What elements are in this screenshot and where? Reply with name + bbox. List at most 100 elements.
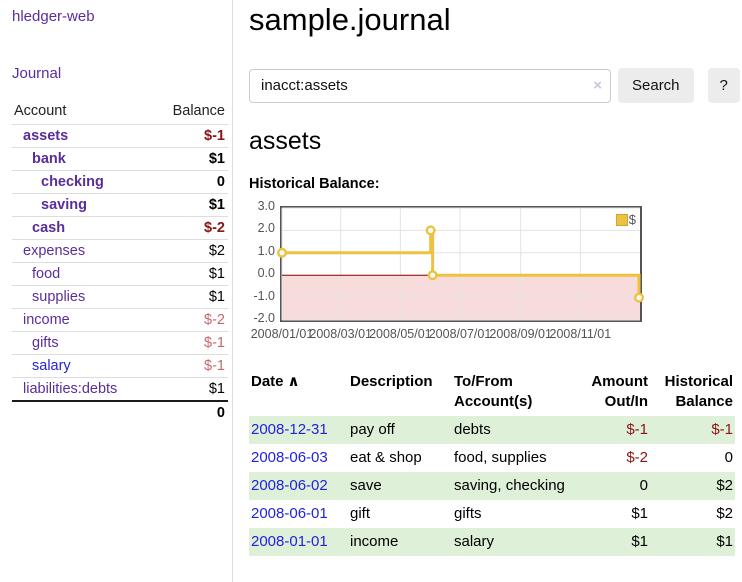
y-tick-label: 3.0 [257,199,275,213]
account-balance: 0 [152,170,228,194]
y-tick-label: -1.0 [253,288,275,303]
register-date-link[interactable]: 2008-06-01 [251,505,328,522]
balance-chart-svg [277,207,645,321]
search-form: × Search ? [249,68,740,103]
app-brand-link[interactable]: hledger-web [12,8,95,25]
register-date-link[interactable]: 2008-06-02 [251,477,328,494]
register-description-cell: income [350,533,399,550]
account-row: bank $1 [12,147,228,171]
legend-series-label: $ [628,212,636,227]
register-description-cell: save [350,477,382,494]
account-link[interactable]: income [23,312,70,328]
search-button[interactable]: Search [618,68,694,103]
x-tick-label: 2008/01/01 [250,327,314,341]
account-cell: saving [12,193,153,217]
account-row: checking 0 [12,170,228,194]
account-row: cash $-2 [12,216,228,240]
legend-swatch-icon [615,213,628,226]
account-cell: bank [12,147,153,171]
account-balance: $1 [152,377,228,401]
register-table: Date ∧ Description To/From Account(s) Amo… [249,370,735,556]
y-tick-label: 1.0 [257,243,275,258]
register-date-link[interactable]: 2008-12-31 [251,421,328,438]
register-header-date[interactable]: Date ∧ [251,373,300,390]
account-link[interactable]: food [32,266,61,282]
account-cell: liabilities:debts [12,377,153,401]
account-link[interactable]: salary [32,358,71,374]
account-section-title: assets [249,127,322,155]
register-row: 2008-12-31 pay off debts $-1 $-1 [249,416,735,444]
historical-balance-chart: $ 3.0 2.0 1.0 0.0 -1.0 -2.0 2008/01/01 2008/03/… [249,199,734,348]
register-header-description: Description [350,373,433,390]
accounts-total-spacer [12,400,153,424]
account-balance: $-1 [152,124,228,148]
account-cell: cash [12,216,153,240]
sidebar: hledger-web Journal Account Balance asse… [0,0,233,582]
register-amount-cell: $-2 [626,449,648,466]
register-date-cell: 2008-01-01 [249,528,348,556]
register-accounts-cell: salary [454,533,495,550]
chart-plot-area: $ [277,206,645,322]
register-balance-cell: 0 [724,449,733,466]
account-cell: salary [12,354,153,378]
account-link[interactable]: bank [32,151,66,167]
register-date-link[interactable]: 2008-01-01 [251,533,328,550]
register-description-cell: pay off [350,421,395,438]
account-link[interactable]: liabilities:debts [23,381,118,397]
register-amount-cell: 0 [639,477,648,494]
sort-asc-icon: ∧ [287,373,300,390]
account-balance: $1 [152,193,228,217]
clear-search-icon[interactable]: × [593,76,602,94]
register-amount-cell: $-1 [626,421,648,438]
register-header-balance: Historical Balance [664,373,733,410]
account-cell: expenses [12,239,153,263]
account-cell: checking [12,170,153,194]
register-accounts-cell: food, supplies [454,449,547,466]
register-balance-cell: $1 [716,533,733,550]
account-balance: $1 [152,147,228,171]
register-accounts-cell: debts [454,421,491,438]
x-tick-label: 2008/11/01 [549,327,612,341]
register-date-cell: 2008-12-31 [249,416,348,444]
help-button[interactable]: ? [707,68,740,103]
accounts-total-value: 0 [152,400,228,424]
account-link[interactable]: assets [23,128,69,144]
chart-legend: $ [615,212,636,227]
account-link[interactable]: expenses [23,243,86,259]
register-balance-cell: $2 [716,477,733,494]
register-accounts-cell: saving, checking [454,477,565,494]
account-link[interactable]: supplies [32,289,86,305]
account-cell: supplies [12,285,153,309]
account-balance: $-1 [152,354,228,378]
search-box: × [249,68,611,103]
register-description-cell: eat & shop [350,449,422,466]
account-row: assets $-1 [12,124,228,148]
register-header-amount: Amount Out/In [591,373,648,410]
register-date-link[interactable]: 2008-06-03 [251,449,328,466]
account-link[interactable]: checking [41,174,104,190]
account-balance: $-2 [152,216,228,240]
account-row: liabilities:debts $1 [12,377,228,401]
account-row: expenses $2 [12,239,228,263]
x-tick-label: 2008/07/01 [428,327,492,341]
register-header-accounts: To/From Account(s) [454,373,533,410]
app-brand: hledger-web [12,8,228,25]
account-cell: assets [12,124,153,148]
account-link[interactable]: gifts [32,335,59,351]
main-content: sample.journal × Search ? assets Histori… [233,0,742,582]
register-balance-cell: $2 [716,505,733,522]
account-link[interactable]: cash [32,220,66,236]
nav-journal: Journal [12,65,228,82]
x-tick-label: 2008/03/01 [309,327,372,341]
register-row: 2008-06-01 gift gifts $1 $2 [249,500,735,528]
accounts-table: Account Balance assets $-1 bank $1 checking 0… [12,100,228,424]
journal-link[interactable]: Journal [12,65,62,82]
register-amount-cell: $1 [631,533,648,550]
account-cell: food [12,262,153,286]
register-row: 2008-06-02 save saving, checking 0 $2 [249,472,735,500]
account-row: salary $-1 [12,354,228,378]
search-input[interactable] [249,68,611,103]
y-tick-label: 2.0 [257,221,275,236]
account-link[interactable]: saving [41,197,87,213]
